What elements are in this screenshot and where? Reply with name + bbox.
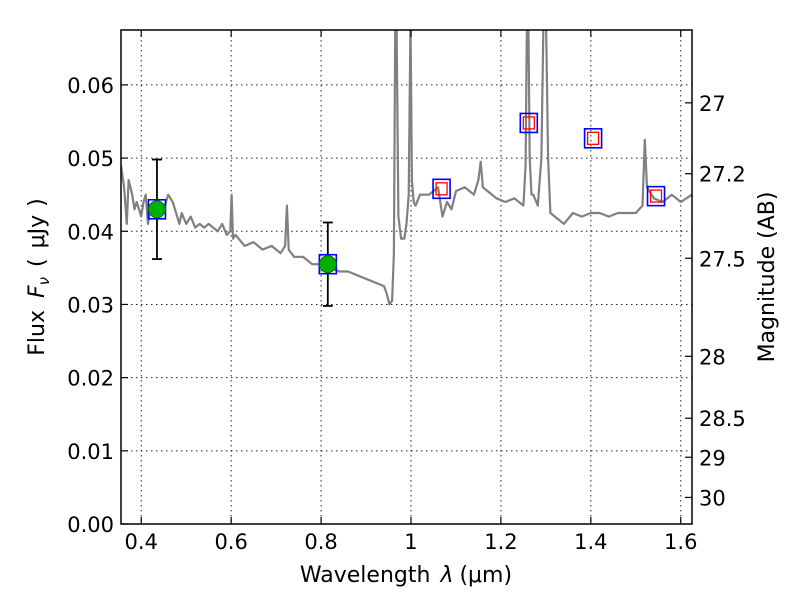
- y2-tick-label: 29: [699, 446, 726, 470]
- x-tick-label: 1.4: [574, 530, 607, 554]
- y-tick-label: 0.04: [67, 220, 114, 244]
- predicted-photometry-marker: [522, 116, 535, 130]
- observed-photometry-point: [148, 200, 166, 219]
- y-tick-label: 0.06: [67, 74, 114, 98]
- model-photometry-marker: [519, 112, 539, 134]
- y-tick-label: 0.02: [67, 367, 114, 391]
- y-tick-label: 0.05: [67, 147, 114, 171]
- y-tick-label: 0.00: [67, 513, 114, 537]
- x-tick-label: 1.2: [484, 530, 517, 554]
- y2-tick-label: 27.5: [699, 247, 746, 271]
- y-tick-label: 0.03: [67, 293, 114, 317]
- y2-tick-label: 28: [699, 345, 726, 369]
- y-axis-label: FluxFν(μJy): [25, 198, 53, 355]
- model-photometry-marker: [432, 178, 451, 200]
- y2-tick-label: 27: [699, 92, 726, 116]
- y2-tick-label: 28.5: [699, 407, 746, 431]
- x-tick-label: 0.4: [125, 530, 158, 554]
- model-sed-line: [121, 30, 692, 306]
- predicted-photometry-marker: [586, 131, 600, 145]
- observed-photometry-point: [318, 255, 337, 274]
- x-tick-label: 1.6: [664, 530, 697, 554]
- photometry-markers: [147, 112, 666, 275]
- predicted-photometry-marker: [649, 189, 663, 203]
- axis-ticks: 0.4 0.6 0.8 1 1.2 1.4 1.6 0.00 0.01 0.02 0.03 0.04 0…: [67, 30, 746, 554]
- plot-frame: [120, 29, 693, 525]
- model-photometry-marker: [646, 185, 666, 207]
- model-photometry-marker: [583, 128, 603, 149]
- predicted-photometry-marker: [435, 182, 448, 196]
- x-axis-label: Wavelength λ (μm): [300, 563, 512, 588]
- plot-background: [121, 30, 692, 524]
- x-tick-label: 0.6: [214, 530, 247, 554]
- x-tick-label: 0.8: [304, 530, 337, 554]
- y2-tick-label: 30: [699, 486, 726, 510]
- y2-tick-label: 27.2: [699, 163, 746, 187]
- x-tick-label: 1: [404, 530, 417, 554]
- y-tick-label: 0.01: [67, 440, 114, 464]
- y2-axis-label: Magnitude (AB): [755, 192, 780, 363]
